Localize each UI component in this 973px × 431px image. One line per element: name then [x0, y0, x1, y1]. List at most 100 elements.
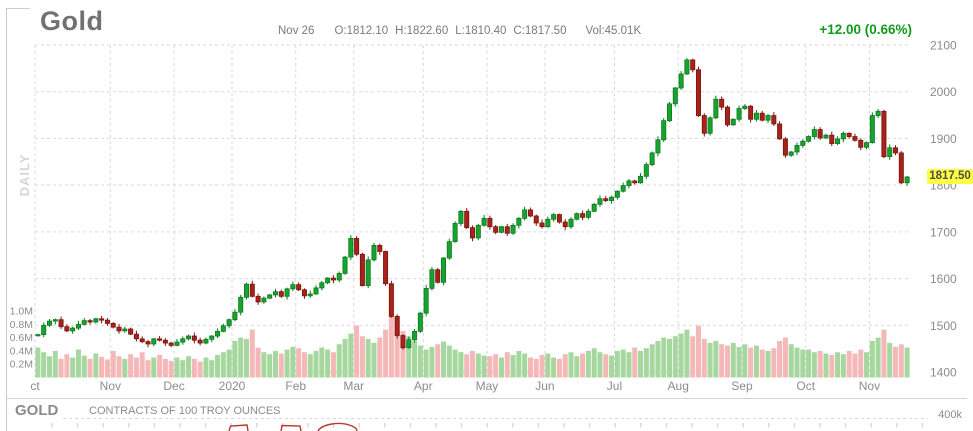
- candle-body: [215, 330, 221, 337]
- volume-bar: [823, 353, 829, 378]
- volume-bar: [354, 325, 360, 378]
- candle-body: [632, 180, 638, 184]
- candle-body: [742, 105, 748, 109]
- volume-bar: [157, 354, 163, 378]
- candle-body: [753, 112, 759, 120]
- candle-body: [817, 129, 823, 139]
- x-axis-label: Dec: [163, 379, 184, 393]
- candle-body: [893, 147, 899, 154]
- candle-body: [469, 227, 475, 239]
- x-axis-label: Jul: [607, 379, 622, 393]
- volume-bar: [52, 350, 58, 378]
- candle-body: [81, 320, 87, 325]
- volume-bar: [742, 344, 748, 378]
- volume-bar: [429, 346, 435, 378]
- volume-bar: [319, 347, 325, 378]
- candle-body: [603, 198, 609, 201]
- candle-body: [174, 341, 180, 346]
- candle-body: [643, 164, 649, 177]
- volume-bar: [215, 354, 221, 378]
- candle-body: [46, 320, 52, 326]
- volume-bar: [539, 354, 545, 378]
- candle-body: [133, 333, 139, 340]
- candle-body: [585, 210, 591, 218]
- y-axis-label: 1400: [930, 366, 957, 380]
- y-axis-label: 1600: [930, 272, 957, 286]
- volume-bar: [220, 352, 226, 378]
- volume-bar: [713, 340, 719, 378]
- red-trace-segment: [317, 422, 358, 431]
- volume-bar: [388, 314, 394, 378]
- candle-body: [220, 325, 226, 332]
- volume-bar: [272, 350, 278, 378]
- candle-body: [609, 196, 615, 201]
- volume-bar: [707, 342, 713, 378]
- volume-bar: [307, 354, 313, 378]
- volume-bar: [736, 346, 742, 378]
- candle-body: [516, 217, 522, 226]
- x-axis-label: 2020: [219, 379, 246, 393]
- volume-bar: [574, 356, 580, 378]
- y-axis-label: 1900: [930, 132, 957, 146]
- candle-body: [388, 283, 394, 317]
- volume-bar: [191, 358, 197, 378]
- volume-bar: [475, 353, 481, 378]
- volume-bar: [296, 348, 302, 378]
- candle-body: [238, 296, 244, 313]
- candle-body: [522, 209, 528, 219]
- candle-body: [591, 203, 597, 212]
- candle-body: [626, 180, 632, 187]
- volume-bar: [881, 329, 887, 378]
- volume-bar: [551, 357, 557, 378]
- candle-body: [64, 326, 70, 332]
- volume-bar: [771, 348, 777, 378]
- candle-body: [794, 145, 800, 153]
- volume-bar: [545, 353, 551, 378]
- volume-bar: [197, 361, 203, 378]
- volume-bar: [464, 354, 470, 378]
- volume-bar: [336, 344, 342, 378]
- volume-bar: [533, 358, 539, 378]
- volume-bar: [458, 352, 464, 378]
- candle-body: [852, 136, 858, 141]
- x-axis-label: Apr: [414, 379, 433, 393]
- volume-bar: [609, 355, 615, 378]
- volume-bar: [255, 347, 261, 378]
- candle-body: [777, 123, 783, 140]
- volume-bar: [580, 353, 586, 378]
- candle-body: [87, 320, 93, 323]
- candle-body: [620, 185, 626, 192]
- volume-bar: [516, 350, 522, 378]
- volume-bar: [759, 349, 765, 378]
- x-axis-label: Jun: [535, 379, 554, 393]
- candle-body: [655, 139, 661, 154]
- volume-bar: [840, 354, 846, 378]
- candle-body: [110, 323, 116, 328]
- candle-body: [400, 335, 406, 349]
- x-axis-label: Feb: [285, 379, 306, 393]
- x-axis-label: Nov: [859, 379, 880, 393]
- candle-body: [527, 209, 533, 217]
- partial-indicator-trace: [228, 422, 358, 431]
- volume-bar: [435, 344, 441, 378]
- candle-body: [765, 115, 771, 121]
- volume-bar: [649, 344, 655, 378]
- candle-body: [354, 237, 360, 255]
- candle-body: [493, 226, 499, 233]
- volume-bar: [58, 358, 64, 378]
- x-axis: ct Nov Dec 2020 Feb Mar Apr May Jun Jul Aug Sep Oct N…: [30, 45, 880, 393]
- candle-body: [835, 138, 841, 144]
- candle-body: [267, 294, 273, 299]
- volume-axis-label: 0.2M: [10, 359, 33, 371]
- candle-body: [556, 214, 562, 223]
- volume-bar: [748, 347, 754, 378]
- volume-bar: [278, 353, 284, 378]
- volume-bar: [597, 352, 603, 378]
- volume-bar: [226, 349, 232, 378]
- volume-bar: [481, 355, 487, 378]
- window-border: [6, 8, 30, 431]
- volume-bar: [110, 350, 116, 378]
- volume-bar: [719, 344, 725, 378]
- volume-bar: [313, 350, 319, 378]
